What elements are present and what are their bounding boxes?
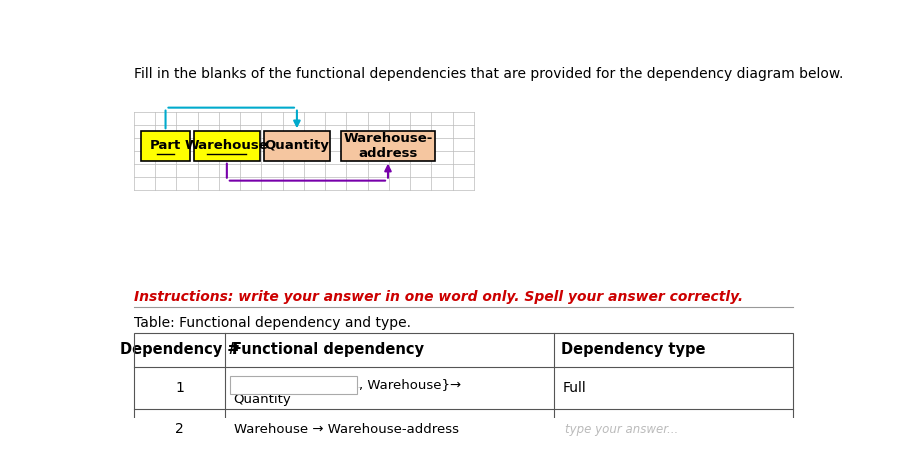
Text: , Warehouse}→: , Warehouse}→ [358,378,461,392]
Text: Fill in the blanks of the functional dependencies that are provided for the depe: Fill in the blanks of the functional dep… [134,67,842,81]
Text: Warehouse → Warehouse-address: Warehouse → Warehouse-address [233,423,458,436]
Text: Dependency type: Dependency type [561,342,705,357]
Text: { type your answer...: { type your answer... [237,378,361,392]
Text: Instructions: write your answer in one word only. Spell your answer correctly.: Instructions: write your answer in one w… [134,290,742,304]
FancyBboxPatch shape [229,376,357,394]
Text: Table: Functional dependency and type.: Table: Functional dependency and type. [134,316,411,330]
Bar [340,131,435,161]
Text: Part: Part [150,140,181,152]
FancyBboxPatch shape [556,420,712,439]
Text: type your answer...: type your answer... [564,423,677,436]
Text: Dependency #: Dependency # [119,342,239,357]
Text: 2: 2 [175,423,183,436]
Text: Quantity: Quantity [265,140,329,152]
Text: 1: 1 [175,381,184,395]
Bar [134,333,792,450]
Text: Functional dependency: Functional dependency [232,342,424,357]
Bar [141,131,190,161]
Text: Warehouse-
address: Warehouse- address [343,132,433,160]
Text: Quantity: Quantity [233,393,291,406]
Bar [264,131,330,161]
Text: Full: Full [563,381,586,395]
Text: Warehouse: Warehouse [185,140,268,152]
Bar [193,131,260,161]
